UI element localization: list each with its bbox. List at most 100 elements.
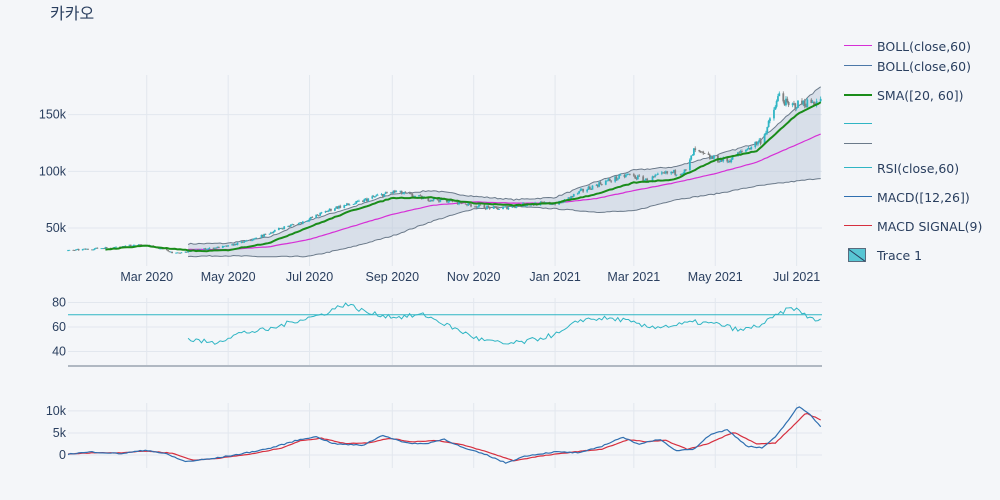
- legend-item-rsi-ref-line[interactable]: [842, 114, 1000, 134]
- candle-body: [498, 209, 500, 210]
- candle-body: [656, 173, 659, 175]
- candle-body: [663, 172, 666, 174]
- candle: [235, 243, 238, 246]
- candle-body: [83, 248, 85, 250]
- candle-body: [614, 176, 617, 182]
- candle-body: [496, 207, 499, 210]
- candle-body: [292, 224, 295, 226]
- macd-y-tick-label: 0: [59, 448, 66, 462]
- candle-body: [626, 174, 629, 176]
- candle-body: [175, 252, 177, 254]
- candle: [175, 252, 177, 254]
- candle-body: [766, 127, 769, 133]
- candle: [96, 247, 99, 249]
- candle-body: [726, 157, 729, 162]
- candle: [309, 216, 312, 220]
- candle-body: [288, 226, 291, 227]
- candle-body: [418, 195, 420, 197]
- candle: [243, 241, 246, 243]
- candle-body: [431, 199, 434, 201]
- legend-item-sma[interactable]: SMA([20, 60]): [842, 85, 1000, 105]
- candle: [240, 241, 243, 244]
- candle: [85, 248, 88, 250]
- candle: [759, 137, 762, 146]
- candle-body: [390, 192, 392, 194]
- candle-body: [317, 215, 320, 217]
- candle: [305, 220, 308, 222]
- legend-item-boll-band[interactable]: BOLL(close,60): [842, 56, 1000, 76]
- candle-body: [718, 161, 721, 163]
- candle: [273, 229, 276, 232]
- candle-body: [315, 214, 318, 218]
- x-tick-label: Sep 2020: [366, 270, 420, 284]
- candle-body: [339, 205, 342, 208]
- candle-body: [550, 204, 552, 206]
- candle-body: [698, 150, 701, 152]
- candle: [758, 137, 761, 143]
- candle-body: [571, 196, 574, 197]
- legend-item-macd[interactable]: MACD([12,26]): [842, 187, 1000, 207]
- candle: [75, 249, 77, 251]
- candle: [604, 179, 607, 186]
- rsi-y-tick-label: 40: [52, 345, 66, 359]
- candle-body: [476, 206, 479, 208]
- candle: [495, 206, 498, 209]
- legend-item-boll-mid[interactable]: BOLL(close,60): [842, 36, 1000, 56]
- candle: [133, 244, 136, 246]
- candle-body: [374, 196, 376, 198]
- bollinger-band-fill: [188, 86, 821, 257]
- candle: [338, 205, 340, 210]
- candle: [324, 210, 327, 213]
- candle: [750, 146, 753, 150]
- candle: [84, 248, 87, 250]
- candle-body: [679, 174, 682, 176]
- candle-body: [468, 202, 471, 205]
- candle: [707, 151, 710, 156]
- candle: [690, 155, 693, 161]
- candle-body: [515, 205, 518, 208]
- candle: [264, 233, 267, 235]
- candle: [207, 248, 210, 250]
- candle: [765, 130, 767, 136]
- candle-body: [187, 250, 190, 253]
- candle: [628, 173, 631, 176]
- candle: [572, 193, 575, 198]
- candle: [325, 210, 328, 212]
- candle-body: [655, 174, 658, 176]
- candle-body: [572, 194, 575, 197]
- legend-item-macd-signal[interactable]: MACD SIGNAL(9): [842, 216, 1000, 236]
- legend-item-rsi-axis-line[interactable]: [842, 134, 1000, 154]
- candle-body: [810, 99, 813, 103]
- macd-line: [67, 406, 822, 464]
- candle: [280, 227, 283, 230]
- candle: [283, 226, 286, 230]
- candle-body: [769, 118, 771, 121]
- candle-body: [797, 100, 799, 108]
- candle-body: [791, 103, 794, 106]
- candle: [600, 183, 603, 186]
- candle-body: [296, 224, 299, 226]
- candle-body: [305, 220, 308, 222]
- candle-body: [367, 198, 370, 202]
- candle: [72, 249, 75, 251]
- candle-body: [487, 205, 490, 207]
- candle-body: [670, 171, 673, 174]
- candle-body: [213, 247, 216, 249]
- candle-body: [746, 149, 749, 151]
- candle-body: [338, 205, 340, 209]
- candle-body: [610, 180, 613, 182]
- legend-item-trace-1[interactable]: Trace 1: [842, 245, 1000, 265]
- candle-body: [169, 251, 172, 253]
- candle-body: [283, 226, 286, 230]
- candle-body: [177, 252, 180, 254]
- legend-item-rsi[interactable]: RSI(close,60): [842, 158, 1000, 178]
- candle-body: [176, 252, 179, 254]
- candle-body: [709, 154, 711, 159]
- candle-body: [215, 247, 218, 249]
- candle-body: [524, 205, 527, 207]
- candle: [390, 192, 392, 194]
- candle-body: [652, 176, 655, 178]
- candle-body: [707, 153, 710, 155]
- macd-y-tick-label: 5k: [53, 426, 67, 440]
